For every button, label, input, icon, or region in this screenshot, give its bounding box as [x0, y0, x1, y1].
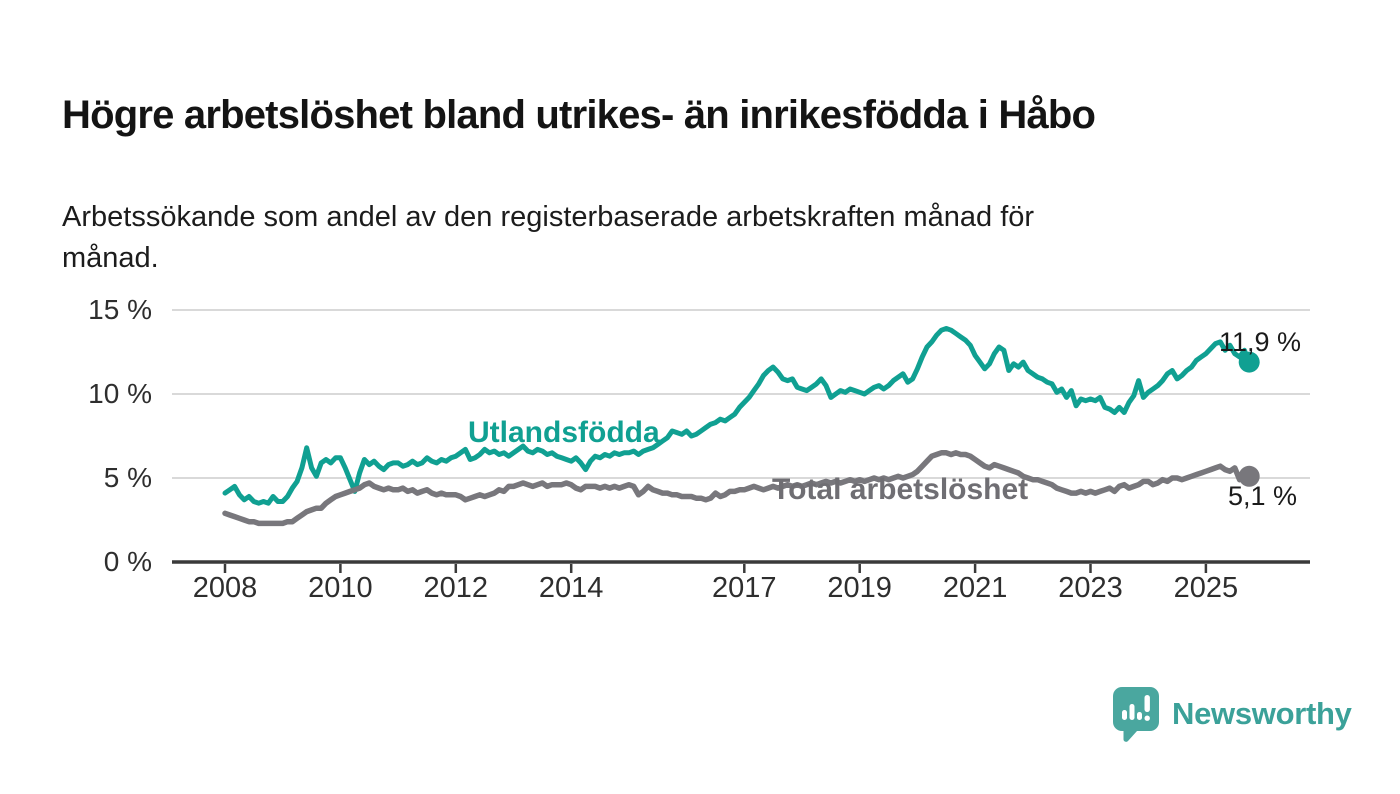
y-tick-label: 10 % [88, 378, 152, 409]
x-tick-label: 2017 [712, 572, 777, 604]
end-value-label-utlandsfodda: 11,9 % [1219, 327, 1302, 357]
brand-wordmark: Newsworthy [1172, 696, 1352, 731]
series-label-utlandsfodda: Utlandsfödda [468, 416, 660, 449]
x-tick-label: 2008 [192, 572, 258, 604]
x-tick-label: 2014 [538, 572, 604, 604]
series-line-utlandsfodda [222, 326, 1252, 506]
series-end-dot-utlandsfodda [1238, 351, 1260, 373]
newsworthy-logo[interactable]: Newsworthy [1112, 686, 1352, 742]
series-line-total [222, 450, 1252, 527]
speech-bubble-chart-icon [1112, 686, 1160, 742]
x-tick-label: 2025 [1173, 572, 1239, 604]
series-end-dot-total [1238, 465, 1260, 487]
x-tick-label: 2019 [827, 572, 892, 604]
x-tick-label: 2010 [308, 572, 373, 604]
y-tick-label: 15 % [88, 294, 152, 325]
x-tick-label: 2021 [942, 572, 1008, 604]
chart-subtitle: Arbetssökande som andel av den registerb… [62, 201, 1035, 274]
y-tick-label: 0 % [103, 546, 152, 577]
end-value-label-total: 5,1 % [1228, 481, 1298, 511]
y-tick-label: 5 % [103, 462, 152, 493]
x-tick-label: 2012 [423, 572, 489, 604]
speech-bubble-shape [1113, 687, 1159, 742]
page-title: Högre arbetslöshet bland utrikes- än inr… [62, 92, 1096, 137]
series-label-total-arbetsloshet: Total arbetslöshet [772, 473, 1029, 506]
x-tick-label: 2023 [1058, 572, 1123, 604]
